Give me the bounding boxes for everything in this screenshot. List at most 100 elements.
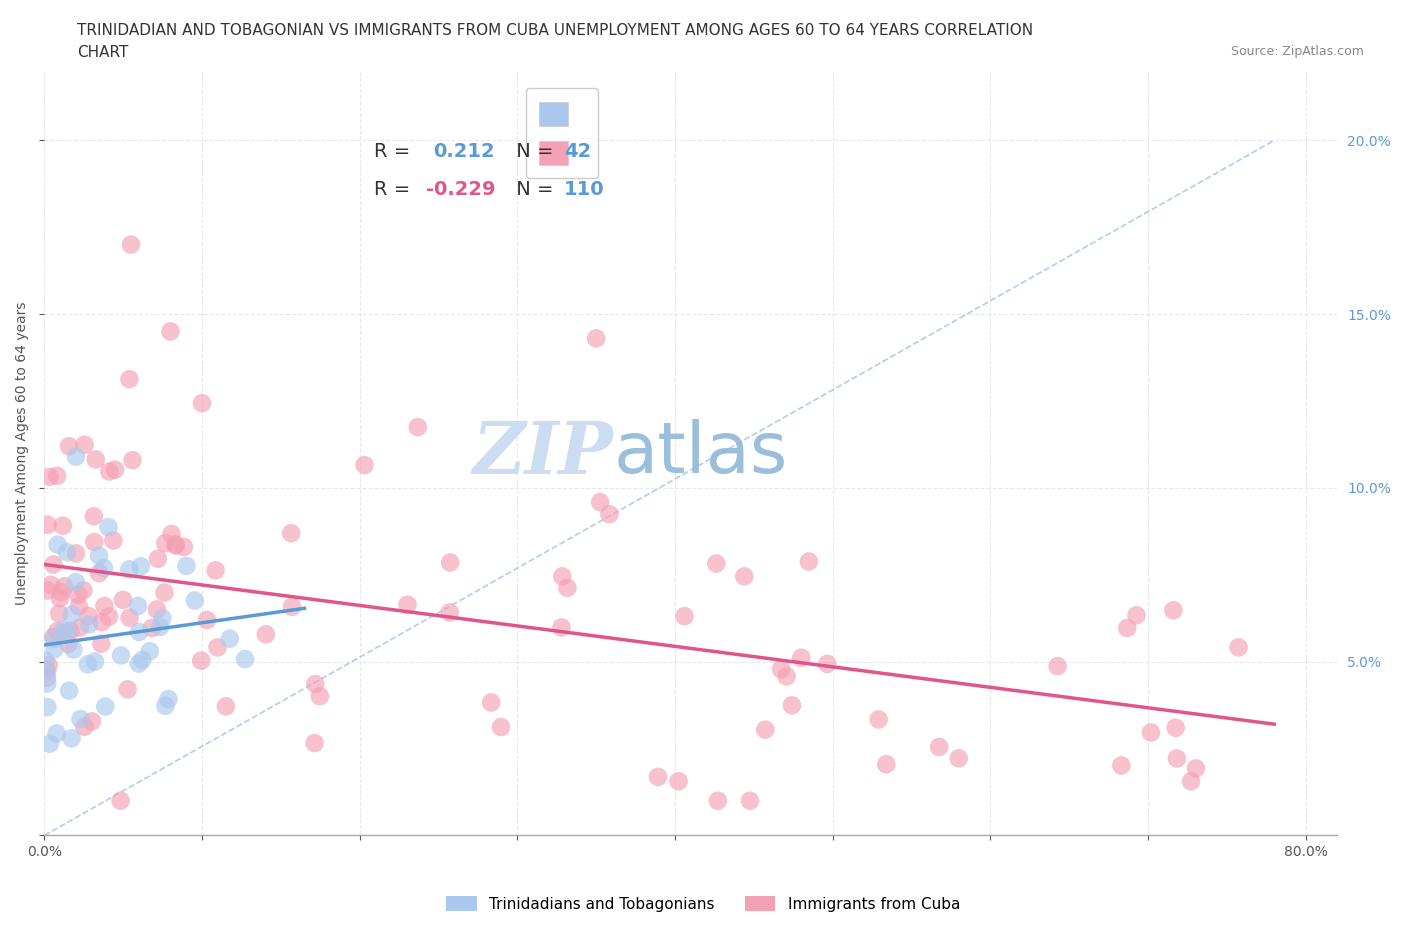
Point	[551, 569, 574, 584]
Point	[39, 578, 62, 592]
Point	[48, 606, 70, 621]
Point	[44, 642, 66, 657]
Point	[254, 627, 277, 642]
Point	[668, 774, 690, 789]
Point	[38, 470, 60, 485]
Point	[98, 609, 121, 624]
Point	[1227, 640, 1250, 655]
Point	[58, 439, 80, 454]
Point	[165, 538, 187, 553]
Point	[90, 636, 112, 651]
Point	[87, 565, 110, 580]
Point	[1116, 620, 1139, 635]
Point	[98, 464, 121, 479]
Point	[121, 453, 143, 468]
Point	[38, 658, 60, 672]
Point	[35, 671, 58, 685]
Point	[157, 692, 180, 707]
Point	[56, 624, 79, 639]
Point	[46, 624, 69, 639]
Point	[77, 617, 100, 631]
Point	[647, 769, 669, 784]
Point	[72, 583, 94, 598]
Point	[58, 684, 80, 698]
Point	[45, 726, 67, 741]
Point	[557, 580, 579, 595]
Point	[118, 562, 141, 577]
Point	[83, 535, 105, 550]
Point	[131, 653, 153, 668]
Point	[353, 458, 375, 472]
Point	[59, 624, 82, 639]
Point	[439, 605, 461, 620]
Text: N =: N =	[510, 179, 560, 199]
Text: N =: N =	[510, 141, 560, 161]
Point	[110, 793, 132, 808]
Point	[139, 644, 162, 658]
Point	[190, 653, 212, 668]
Point	[37, 676, 59, 691]
Point	[396, 597, 419, 612]
Point	[103, 533, 125, 548]
Point	[160, 526, 183, 541]
Point	[280, 525, 302, 540]
Point	[52, 623, 75, 638]
Point	[875, 757, 897, 772]
Point	[60, 607, 83, 622]
Point	[928, 739, 950, 754]
Text: R =: R =	[374, 141, 416, 161]
Point	[1166, 751, 1188, 766]
Point	[104, 462, 127, 477]
Point	[218, 631, 240, 646]
Point	[868, 712, 890, 727]
Point	[479, 695, 502, 710]
Point	[155, 536, 177, 551]
Point	[49, 591, 72, 605]
Point	[87, 549, 110, 564]
Point	[152, 611, 174, 626]
Point	[754, 723, 776, 737]
Point	[65, 449, 87, 464]
Point	[439, 555, 461, 570]
Point	[550, 620, 572, 635]
Point	[165, 537, 187, 551]
Text: 110: 110	[564, 179, 605, 199]
Point	[707, 793, 730, 808]
Text: -0.229: -0.229	[426, 179, 495, 199]
Point	[1163, 603, 1185, 618]
Point	[42, 630, 65, 644]
Point	[704, 556, 727, 571]
Text: R =: R =	[374, 179, 416, 199]
Point	[780, 698, 803, 712]
Point	[304, 677, 326, 692]
Point	[73, 719, 96, 734]
Point	[155, 698, 177, 713]
Point	[52, 518, 75, 533]
Point	[598, 507, 620, 522]
Point	[191, 396, 214, 411]
Legend: , : ,	[526, 88, 598, 179]
Point	[129, 559, 152, 574]
Point	[42, 557, 65, 572]
Point	[204, 563, 226, 578]
Point	[128, 625, 150, 640]
Point	[62, 642, 84, 657]
Point	[233, 652, 256, 667]
Point	[77, 608, 100, 623]
Point	[49, 585, 72, 600]
Point	[173, 539, 195, 554]
Point	[35, 664, 58, 679]
Text: CHART: CHART	[77, 45, 129, 60]
Point	[281, 599, 304, 614]
Point	[1140, 725, 1163, 740]
Point	[127, 599, 149, 614]
Point	[120, 237, 142, 252]
Point	[149, 619, 172, 634]
Text: 42: 42	[564, 141, 592, 161]
Point	[84, 452, 107, 467]
Point	[815, 657, 838, 671]
Point	[65, 575, 87, 590]
Point	[93, 561, 115, 576]
Point	[76, 657, 98, 671]
Text: ZIP: ZIP	[472, 418, 613, 488]
